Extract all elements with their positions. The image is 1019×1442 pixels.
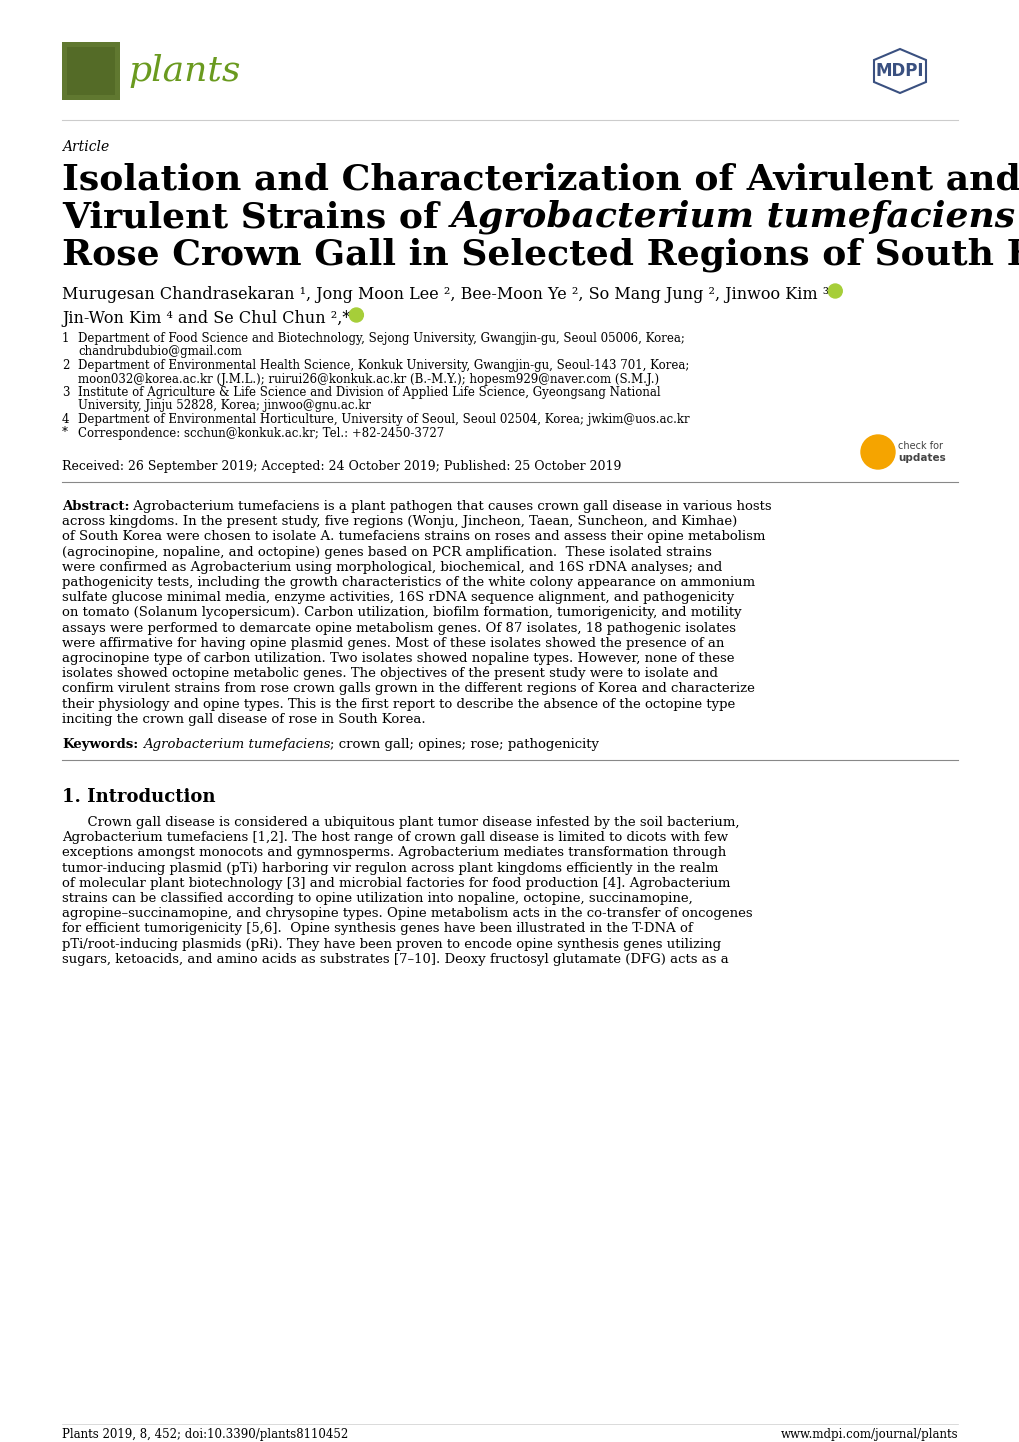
- Text: Isolation and Characterization of Avirulent and: Isolation and Characterization of Avirul…: [62, 162, 1019, 196]
- Text: for efficient tumorigenicity [5,6].  Opine synthesis genes have been illustrated: for efficient tumorigenicity [5,6]. Opin…: [62, 923, 692, 936]
- Text: Agrobacterium tumefaciens: Agrobacterium tumefaciens: [143, 738, 330, 751]
- Text: isolates showed octopine metabolic genes. The objectives of the present study we: isolates showed octopine metabolic genes…: [62, 668, 717, 681]
- FancyBboxPatch shape: [62, 42, 120, 99]
- FancyBboxPatch shape: [67, 48, 115, 95]
- Text: (agrocinopine, nopaline, and octopine) genes based on PCR amplification.  These : (agrocinopine, nopaline, and octopine) g…: [62, 545, 711, 558]
- Text: of molecular plant biotechnology [3] and microbial factories for food production: of molecular plant biotechnology [3] and…: [62, 877, 730, 890]
- Text: inciting the crown gall disease of rose in South Korea.: inciting the crown gall disease of rose …: [62, 712, 425, 725]
- Text: exceptions amongst monocots and gymnosperms. Agrobacterium mediates transformati: exceptions amongst monocots and gymnospe…: [62, 846, 726, 859]
- Text: were confirmed as Agrobacterium using morphological, biochemical, and 16S rDNA a: were confirmed as Agrobacterium using mo…: [62, 561, 721, 574]
- Text: sugars, ketoacids, and amino acids as substrates [7–10]. Deoxy fructosyl glutama: sugars, ketoacids, and amino acids as su…: [62, 953, 728, 966]
- Text: ; crown gall; opines; rose; pathogenicity: ; crown gall; opines; rose; pathogenicit…: [330, 738, 599, 751]
- Text: Murugesan Chandrasekaran ¹, Jong Moon Lee ², Bee-Moon Ye ², So Mang Jung ², Jinw: Murugesan Chandrasekaran ¹, Jong Moon Le…: [62, 286, 828, 303]
- Text: check for: check for: [897, 441, 943, 451]
- Text: ✓: ✓: [868, 440, 884, 460]
- Text: moon032@korea.ac.kr (J.M.L.); ruirui26@konkuk.ac.kr (B.-M.Y.); hopesm929@naver.c: moon032@korea.ac.kr (J.M.L.); ruirui26@k…: [77, 372, 658, 385]
- Text: Article: Article: [62, 140, 109, 154]
- Text: 1. Introduction: 1. Introduction: [62, 787, 215, 806]
- Text: Keywords:: Keywords:: [62, 738, 139, 751]
- Text: of South Korea were chosen to isolate A. tumefaciens strains on roses and assess: of South Korea were chosen to isolate A.…: [62, 531, 764, 544]
- Text: Received: 26 September 2019; Accepted: 24 October 2019; Published: 25 October 20: Received: 26 September 2019; Accepted: 2…: [62, 460, 621, 473]
- Text: Department of Food Science and Biotechnology, Sejong University, Gwangjin-gu, Se: Department of Food Science and Biotechno…: [77, 332, 684, 345]
- Text: 3: 3: [62, 386, 69, 399]
- Text: agrocinopine type of carbon utilization. Two isolates showed nopaline types. How: agrocinopine type of carbon utilization.…: [62, 652, 734, 665]
- Text: Jin-Won Kim ⁴ and Se Chul Chun ²,*: Jin-Won Kim ⁴ and Se Chul Chun ²,*: [62, 310, 351, 327]
- Circle shape: [827, 284, 842, 298]
- Text: pathogenicity tests, including the growth characteristics of the white colony ap: pathogenicity tests, including the growt…: [62, 575, 754, 588]
- Text: assays were performed to demarcate opine metabolism genes. Of 87 isolates, 18 pa: assays were performed to demarcate opine…: [62, 622, 736, 634]
- Text: iD: iD: [352, 310, 361, 320]
- Text: plants: plants: [127, 53, 240, 88]
- Text: Plants 2019, 8, 452; doi:10.3390/plants8110452: Plants 2019, 8, 452; doi:10.3390/plants8…: [62, 1428, 347, 1441]
- Text: were affirmative for having opine plasmid genes. Most of these isolates showed t: were affirmative for having opine plasmi…: [62, 637, 723, 650]
- Text: strains can be classified according to opine utilization into nopaline, octopine: strains can be classified according to o…: [62, 893, 692, 906]
- Text: Abstract:: Abstract:: [62, 500, 129, 513]
- Text: sulfate glucose minimal media, enzyme activities, 16S rDNA sequence alignment, a: sulfate glucose minimal media, enzyme ac…: [62, 591, 734, 604]
- Text: 1: 1: [62, 332, 69, 345]
- Text: across kingdoms. In the present study, five regions (Wonju, Jincheon, Taean, Sun: across kingdoms. In the present study, f…: [62, 515, 737, 528]
- Text: iD: iD: [829, 287, 839, 296]
- Text: Virulent Strains of: Virulent Strains of: [62, 200, 450, 234]
- Text: www.mdpi.com/journal/plants: www.mdpi.com/journal/plants: [780, 1428, 957, 1441]
- Text: Rose Crown Gall in Selected Regions of South Korea: Rose Crown Gall in Selected Regions of S…: [62, 238, 1019, 273]
- Text: on tomato (Solanum lycopersicum). Carbon utilization, biofilm formation, tumorig: on tomato (Solanum lycopersicum). Carbon…: [62, 607, 741, 620]
- Text: 4: 4: [62, 412, 69, 425]
- Text: Department of Environmental Health Science, Konkuk University, Gwangjin-gu, Seou: Department of Environmental Health Scien…: [77, 359, 689, 372]
- Text: Crown gall disease is considered a ubiquitous plant tumor disease infested by th: Crown gall disease is considered a ubiqu…: [62, 816, 739, 829]
- Text: agropine–succinamopine, and chrysopine types. Opine metabolism acts in the co-tr: agropine–succinamopine, and chrysopine t…: [62, 907, 752, 920]
- Text: from: from: [1015, 200, 1019, 234]
- Text: Agrobacterium tumefaciens [1,2]. The host range of crown gall disease is limited: Agrobacterium tumefaciens [1,2]. The hos…: [62, 831, 728, 844]
- Text: Correspondence: scchun@konkuk.ac.kr; Tel.: +82-2450-3727: Correspondence: scchun@konkuk.ac.kr; Tel…: [77, 427, 444, 440]
- Text: Department of Environmental Horticulture, University of Seoul, Seoul 02504, Kore: Department of Environmental Horticulture…: [77, 412, 689, 425]
- Text: Agrobacterium tumefaciens: Agrobacterium tumefaciens: [450, 200, 1015, 235]
- Text: 2: 2: [62, 359, 69, 372]
- Text: University, Jinju 52828, Korea; jinwoo@gnu.ac.kr: University, Jinju 52828, Korea; jinwoo@g…: [77, 399, 371, 412]
- Text: Agrobacterium tumefaciens is a plant pathogen that causes crown gall disease in : Agrobacterium tumefaciens is a plant pat…: [129, 500, 771, 513]
- Text: tumor-inducing plasmid (pTi) harboring vir regulon across plant kingdoms efficie: tumor-inducing plasmid (pTi) harboring v…: [62, 862, 717, 875]
- Text: pTi/root-inducing plasmids (pRi). They have been proven to encode opine synthesi: pTi/root-inducing plasmids (pRi). They h…: [62, 937, 720, 950]
- Circle shape: [860, 435, 894, 469]
- Text: chandrubdubio@gmail.com: chandrubdubio@gmail.com: [77, 346, 242, 359]
- Text: confirm virulent strains from rose crown galls grown in the different regions of: confirm virulent strains from rose crown…: [62, 682, 754, 695]
- Text: *: *: [62, 427, 68, 440]
- Text: Institute of Agriculture & Life Science and Division of Applied Life Science, Gy: Institute of Agriculture & Life Science …: [77, 386, 660, 399]
- Text: updates: updates: [897, 453, 945, 463]
- Text: their physiology and opine types. This is the first report to describe the absen: their physiology and opine types. This i…: [62, 698, 735, 711]
- Circle shape: [350, 309, 363, 322]
- Text: MDPI: MDPI: [875, 62, 923, 79]
